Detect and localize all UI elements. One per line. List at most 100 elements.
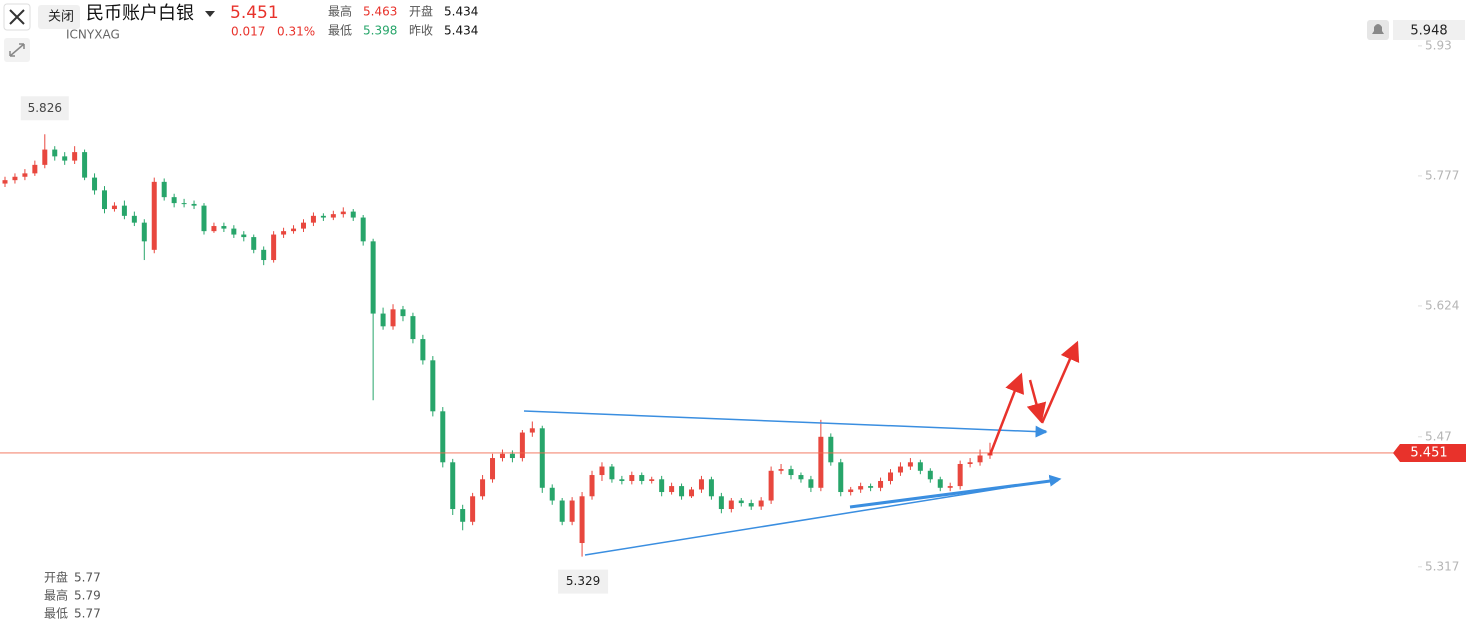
y-tick-label: 5.777 [1425,168,1459,182]
candle-body [52,149,58,157]
stat-value: 5.398 [363,24,397,38]
candle-body [509,453,515,459]
info-value: 5.77 [74,571,101,585]
expand-icon[interactable] [9,43,25,57]
candle-body [350,211,356,218]
candle-body [22,173,28,177]
candle-body [480,479,486,497]
candle-body [927,470,933,480]
stat-label: 开盘 [409,4,433,19]
y-tick-label: 5.93 [1425,38,1452,52]
candle-body [549,487,555,501]
candle-body [649,479,655,481]
forecast-arrow [988,372,1025,456]
candle-body [689,489,695,497]
candle-body [300,222,306,229]
candle-body [251,237,257,250]
candle-body [529,428,535,433]
tooltip [38,5,80,29]
candle-body [340,211,346,215]
y-tick-label: 5.317 [1425,559,1459,573]
candle-body [241,234,247,238]
candle-body [519,432,525,459]
info-value: 5.77 [74,607,101,621]
candle-body [659,479,665,493]
candle-body [320,215,326,218]
candle-body [629,475,635,481]
candle-body [838,462,844,493]
candle-body [330,214,336,218]
min-label: 5.329 [566,574,600,588]
candle-body [698,479,704,490]
candle-body [161,181,167,198]
candle-body [888,472,894,481]
candle-body [897,466,903,473]
candle-body [738,500,744,504]
close-tip: 关闭 [48,10,74,25]
candle-body [72,152,78,161]
instrument-code: ICNYXAG [66,28,120,42]
candle-body [32,164,38,174]
candle-body [728,500,734,510]
forecast-arrow [1040,340,1080,424]
dropdown[interactable] [205,11,215,17]
candle-body [261,249,267,261]
candle-body [828,436,834,463]
candle-body [907,462,913,467]
trend-line [849,478,1059,509]
candle-body [141,222,147,242]
candle-body [111,205,117,210]
info-label: 最高 [44,588,68,603]
crosshair-price: 5.948 [1410,24,1447,39]
candle-body [131,215,137,223]
candle-body [121,205,127,216]
trend-line [1039,428,1047,434]
close-icon[interactable] [9,9,25,25]
candle-body [679,486,685,497]
candle-body [669,486,675,493]
candle-body [748,503,754,507]
y-tick-label: 5.624 [1425,298,1459,312]
candle-body [788,469,794,476]
candle-body [758,500,764,507]
candle-body [718,496,724,510]
stat-label: 最高 [328,4,352,19]
candle-body [499,453,505,459]
candle-body [101,190,107,210]
candle-body [2,180,8,184]
candle-body [410,316,416,340]
candle-body [440,411,446,463]
min-callout [558,569,609,594]
candle-body [92,177,98,191]
candle-body [957,463,963,487]
instrument-name: 民币账户白银 [86,3,194,24]
candle-body [420,339,426,361]
candle-body [569,500,575,522]
candle-body [917,462,923,471]
candle-body [370,241,376,314]
candle-body [201,205,207,232]
candle-body [579,496,585,544]
candle-body [460,509,466,522]
candle-body [858,486,864,490]
candle-body [878,480,884,488]
candle-body [947,486,953,488]
max-label: 5.826 [28,101,62,115]
candle-body [42,149,48,165]
bell-icon[interactable] [1372,24,1384,34]
info-label: 开盘 [44,570,68,585]
candle-body [151,181,157,250]
candle-body [181,203,187,205]
candle-body [281,231,287,235]
candle-body [360,217,366,242]
candle-body [271,234,277,261]
candle-body [559,500,565,522]
candle-body [12,176,18,181]
candle-body [390,309,396,327]
candle-body [808,479,814,488]
y-tick-label: 5.47 [1425,429,1452,443]
candle-body [291,228,297,232]
stat-value: 5.463 [363,5,397,19]
candle-body [848,489,854,493]
candle-body [589,475,595,497]
